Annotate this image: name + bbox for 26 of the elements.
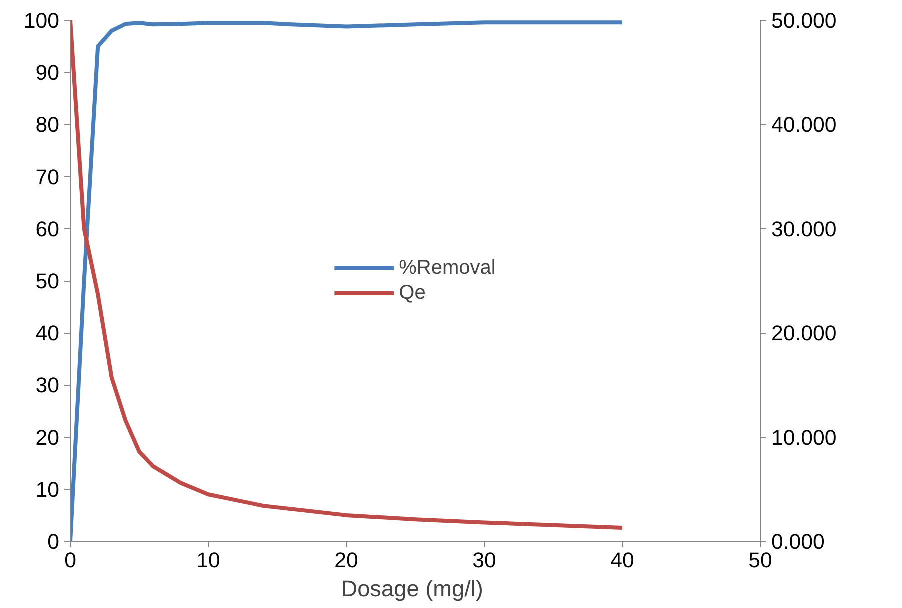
y2-tick-label: 40.000 <box>772 113 837 138</box>
x-tick-label: 10 <box>196 548 220 572</box>
y-tick-label: 60 <box>36 217 60 242</box>
legend-label: %Removal <box>399 256 496 280</box>
y2-tick-label: 50.000 <box>772 9 837 33</box>
y-tick-label: 50 <box>36 270 60 294</box>
x-axis-title: Dosage (mg/l) <box>341 576 484 602</box>
y2-tick-label: 30.000 <box>772 217 837 242</box>
legend-label: Qe <box>399 282 426 304</box>
y-tick-label: 90 <box>36 61 60 86</box>
y-tick-label: 20 <box>36 426 60 450</box>
y2-tick-label: 10.000 <box>772 426 837 450</box>
y-tick-label: 70 <box>36 165 60 190</box>
y-tick-label: 40 <box>36 322 60 346</box>
x-tick-label: 0 <box>64 548 77 572</box>
y-tick-label: 80 <box>36 113 60 138</box>
y-tick-label: 30 <box>36 374 60 398</box>
x-tick-label: 50 <box>748 548 772 572</box>
y2-tick-label: 20.000 <box>772 322 837 346</box>
y-tick-label: 10 <box>36 478 60 502</box>
x-tick-label: 40 <box>610 548 634 572</box>
y2-tick-label: 0.000 <box>772 530 826 554</box>
y-tick-label: 100 <box>24 9 60 33</box>
x-tick-label: 30 <box>472 548 496 572</box>
x-tick-label: 20 <box>334 548 358 572</box>
y-tick-label: 0 <box>48 530 60 554</box>
